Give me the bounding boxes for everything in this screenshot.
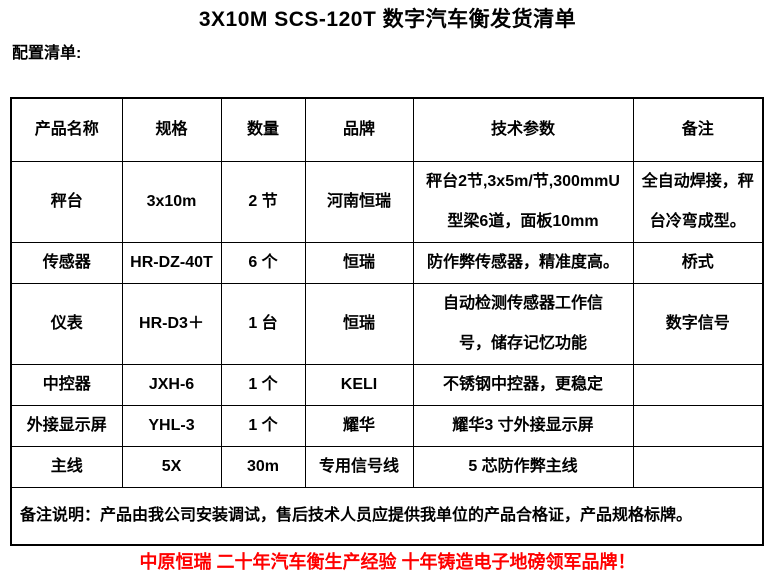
cell-display-params: 耀华3 寸外接显示屏	[412, 404, 634, 447]
table-row-platform: 秤台 3x10m 2 节 河南恒瑞 秤台2节,3x5m/节,300mmU 型梁6…	[10, 160, 764, 243]
table-note-row: 备注说明：产品由我公司安装调试，售后技术人员应提供我单位的产品合格证，产品规格标…	[10, 486, 764, 546]
table-row-display: 外接显示屏 YHL-3 1 个 耀华 耀华3 寸外接显示屏	[10, 404, 764, 447]
cell-controller-brand: KELI	[304, 363, 414, 406]
cell-meter-qty: 1 台	[220, 282, 306, 365]
cell-sensor-name: 传感器	[10, 241, 123, 284]
cell-sensor-spec: HR-DZ-40T	[121, 241, 222, 284]
cell-controller-name: 中控器	[10, 363, 123, 406]
cell-sensor-brand: 恒瑞	[304, 241, 414, 284]
cell-meter-params: 自动检测传感器工作信 号，储存记忆功能	[412, 282, 634, 365]
config-list-label: 配置清单:	[12, 45, 82, 62]
cell-display-remark	[632, 404, 764, 447]
note-text: 备注说明：产品由我公司安装调试，售后技术人员应提供我单位的产品合格证，产品规格标…	[10, 486, 764, 546]
cell-display-qty: 1 个	[220, 404, 306, 447]
cell-platform-qty: 2 节	[220, 160, 306, 243]
header-brand: 品牌	[304, 97, 414, 162]
cell-cable-spec: 5X	[121, 445, 222, 488]
cell-cable-params: 5 芯防作弊主线	[412, 445, 634, 488]
cell-platform-params: 秤台2节,3x5m/节,300mmU 型梁6道，面板10mm	[412, 160, 634, 243]
cell-meter-name: 仪表	[10, 282, 123, 365]
page-title: 3X10M SCS-120T 数字汽车衡发货清单	[198, 8, 577, 31]
cell-controller-remark	[632, 363, 764, 406]
cell-controller-qty: 1 个	[220, 363, 306, 406]
header-tech-params: 技术参数	[412, 97, 634, 162]
table-header-row: 产品名称 规格 数量 品牌 技术参数 备注	[10, 97, 764, 162]
cell-controller-spec: JXH-6	[121, 363, 222, 406]
cell-meter-remark: 数字信号	[632, 282, 764, 365]
cell-display-name: 外接显示屏	[10, 404, 123, 447]
cell-display-spec: YHL-3	[121, 404, 222, 447]
header-spec: 规格	[121, 97, 222, 162]
cell-cable-qty: 30m	[220, 445, 306, 488]
cell-sensor-qty: 6 个	[220, 241, 306, 284]
cell-platform-brand: 河南恒瑞	[304, 160, 414, 243]
brand-slogan: 中原恒瑞 二十年汽车衡生产经验 十年铸造电子地磅领军品牌！	[139, 552, 636, 572]
cell-sensor-remark: 桥式	[632, 241, 764, 284]
table-row-meter: 仪表 HR-D3＋ 1 台 恒瑞 自动检测传感器工作信 号，储存记忆功能 数字信…	[10, 282, 764, 365]
header-product-name: 产品名称	[10, 97, 123, 162]
cell-cable-remark	[632, 445, 764, 488]
table-row-cable: 主线 5X 30m 专用信号线 5 芯防作弊主线	[10, 445, 764, 488]
cell-meter-brand: 恒瑞	[304, 282, 414, 365]
table-row-sensor: 传感器 HR-DZ-40T 6 个 恒瑞 防作弊传感器，精准度高。 桥式	[10, 241, 764, 284]
cell-sensor-params: 防作弊传感器，精准度高。	[412, 241, 634, 284]
cell-controller-params: 不锈钢中控器，更稳定	[412, 363, 634, 406]
table-row-controller: 中控器 JXH-6 1 个 KELI 不锈钢中控器，更稳定	[10, 363, 764, 406]
cell-cable-name: 主线	[10, 445, 123, 488]
cell-platform-spec: 3x10m	[121, 160, 222, 243]
cell-cable-brand: 专用信号线	[304, 445, 414, 488]
cell-platform-name: 秤台	[10, 160, 123, 243]
cell-meter-spec: HR-D3＋	[121, 282, 222, 365]
cell-platform-remark: 全自动焊接，秤 台冷弯成型。	[632, 160, 764, 243]
cell-display-brand: 耀华	[304, 404, 414, 447]
header-quantity: 数量	[220, 97, 306, 162]
header-remarks: 备注	[632, 97, 764, 162]
shipping-list-table: 产品名称 规格 数量 品牌 技术参数 备注 秤台 3x10m 2 节 河南恒瑞 …	[10, 97, 764, 546]
